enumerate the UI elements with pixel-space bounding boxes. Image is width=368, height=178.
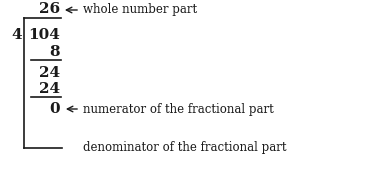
Text: 24: 24: [39, 66, 60, 80]
Text: 0: 0: [49, 102, 60, 116]
Text: 104: 104: [28, 28, 60, 42]
Text: whole number part: whole number part: [83, 4, 197, 17]
Text: 24: 24: [39, 82, 60, 96]
Text: 8: 8: [49, 45, 60, 59]
Text: numerator of the fractional part: numerator of the fractional part: [83, 103, 274, 116]
Text: denominator of the fractional part: denominator of the fractional part: [83, 142, 287, 155]
Text: 4: 4: [11, 28, 22, 42]
Text: 26: 26: [39, 2, 60, 16]
